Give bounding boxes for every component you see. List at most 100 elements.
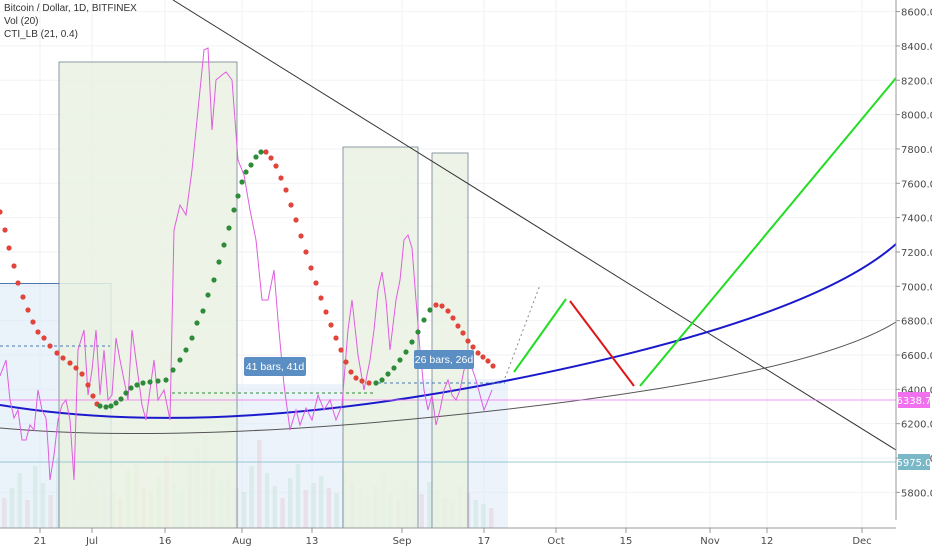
dot-up [163,377,169,383]
y-tick-label: 6800.0 [901,317,932,328]
y-tick-label: 6400.0 [901,385,932,396]
dot-down [470,344,476,350]
y-tick-label: 7400.0 [901,214,932,225]
dot-up [248,162,254,168]
dot-up [147,379,153,385]
x-tick-label: Nov [700,536,720,547]
dot-down [366,380,372,386]
x-tick-label: Jul [85,536,98,547]
dot-up [385,371,391,377]
dot-down [439,303,445,309]
dot-down [20,294,26,300]
dot-down [450,315,456,321]
dot-up [403,349,409,355]
projections [513,77,897,387]
dot-down [60,355,66,361]
dot-down [303,249,309,255]
dot-up [177,357,183,363]
dot-down [79,371,85,377]
price-label-level-bg [898,454,930,470]
x-tick-label: 13 [306,536,319,547]
y-tick-label: 8400.0 [901,42,932,53]
y-tick-label: 8200.0 [901,76,932,87]
dot-down [85,382,91,388]
date-range-box-3 [431,152,469,529]
dot-down [308,265,314,271]
dot-down [328,322,334,328]
dot-down [35,329,41,335]
dot-up [391,365,397,371]
y-tick-label: 6600.0 [901,351,932,362]
dot-down [67,360,73,366]
descending-trendline [172,0,897,451]
dot-down [90,393,96,399]
x-tick-label: 16 [159,536,172,547]
green-projection-2 [639,77,897,387]
dot-up [427,307,433,313]
dot-up [239,179,245,185]
y-tick-label: 7800.0 [901,145,932,156]
dot-up [258,149,264,155]
dot-down [278,175,284,181]
legend-volume[interactable]: Vol (20) [4,16,39,27]
price-labels: 6338.7 5975.0 [897,392,932,470]
dot-up [211,277,217,283]
dot-up [189,335,195,341]
shaded-regions [0,61,508,529]
dot-up [421,317,427,323]
price-label-level: 5975.0 [897,458,932,469]
dot-up [155,378,161,384]
dot-down [30,319,36,325]
dot-up [415,329,421,335]
x-axis: 21 Jul 16 Aug 13 Sep 17 Oct 15 Nov 12 Dec [0,527,896,550]
y-tick-label: 8600.0 [901,8,932,19]
dot-up [103,404,109,410]
dot-down [263,149,269,155]
y-tick-label: 7200.0 [901,248,932,259]
dot-down [338,347,344,353]
dot-up [128,385,134,391]
legend-symbol[interactable]: Bitcoin / Dollar, 1D, BITFINEX [4,3,137,14]
measure-tools: 41 bars, 41d 26 bars, 26d [244,350,474,376]
dot-up [134,382,140,388]
dot-down [485,358,491,364]
dot-down [433,302,439,308]
dot-down [288,202,294,208]
dot-down [293,217,299,223]
dot-up [170,367,176,373]
dot-down [465,338,471,344]
dot-down [343,359,349,365]
dot-down [283,187,289,193]
price-label-current: 6338.7 [897,396,932,407]
y-tick-label: 7600.0 [901,179,932,190]
trendlines [0,0,897,463]
dot-down [460,330,466,336]
measure-label: 41 bars, 41d [246,361,305,373]
x-tick-label: 12 [761,536,774,547]
dot-down [445,308,451,314]
dot-down [47,343,53,349]
x-tick-label: Aug [232,536,252,547]
dotted-projection [504,284,541,379]
dot-up [183,347,189,353]
chart-legend: Bitcoin / Dollar, 1D, BITFINEX Vol (20) … [4,2,137,41]
x-tick-label: Oct [547,536,564,547]
dot-up [200,308,206,314]
dot-down [0,209,3,215]
dot-down [480,354,486,360]
x-tick-label: 17 [478,536,491,547]
legend-cti[interactable]: CTI_LB (21, 0.4) [4,29,78,40]
dot-down [348,369,354,375]
dot-up [373,380,379,386]
dot-up [216,259,222,265]
dot-down [11,263,17,269]
dot-down [15,280,21,286]
dot-down [475,350,481,356]
dot-down [353,375,359,381]
green-projection-1 [513,298,567,373]
dot-down [273,163,279,169]
dot-down [323,309,329,315]
dot-down [54,350,60,356]
dot-down [490,363,496,369]
